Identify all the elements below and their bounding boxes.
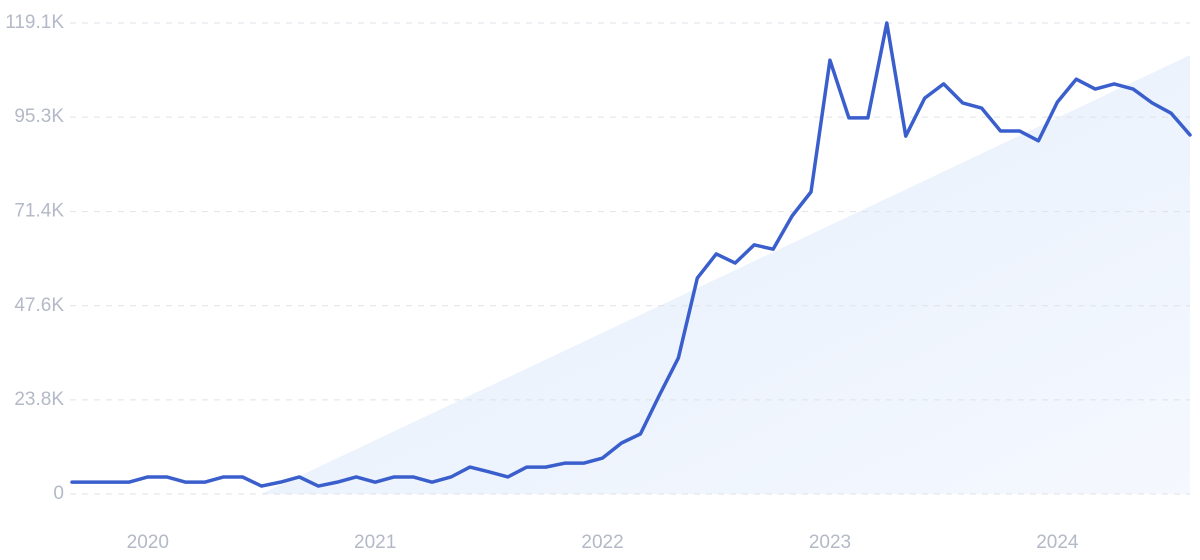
x-tick-label: 2023 <box>809 532 851 553</box>
y-tick-label: 23.8K <box>14 389 64 410</box>
x-tick-label: 2024 <box>1036 532 1079 553</box>
y-tick-label: 119.1K <box>5 12 64 33</box>
y-tick-label: 0 <box>53 483 64 504</box>
x-tick-label: 2020 <box>127 532 169 553</box>
y-tick-label: 47.6K <box>14 295 64 316</box>
x-tick-label: 2021 <box>354 532 396 553</box>
y-tick-label: 95.3K <box>14 106 64 127</box>
x-tick-label: 2022 <box>581 532 623 553</box>
trend-line <box>70 21 1192 488</box>
y-tick-label: 71.4K <box>14 201 64 222</box>
trend-area <box>261 55 1190 494</box>
